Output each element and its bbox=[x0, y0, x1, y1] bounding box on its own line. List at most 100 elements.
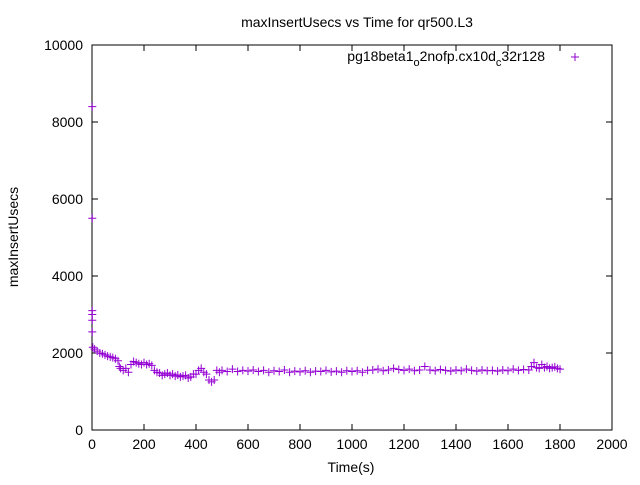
data-point bbox=[301, 366, 310, 375]
data-point bbox=[530, 358, 538, 367]
data-point bbox=[467, 366, 476, 375]
data-point bbox=[556, 365, 564, 374]
data-point bbox=[147, 361, 156, 370]
x-tick-label: 600 bbox=[236, 436, 260, 452]
data-point bbox=[88, 214, 97, 223]
x-tick-label: 0 bbox=[88, 436, 96, 452]
data-point bbox=[322, 366, 330, 375]
data-point bbox=[358, 368, 367, 377]
data-point bbox=[415, 365, 424, 374]
data-point bbox=[290, 367, 299, 376]
legend-label: pg18beta1o2nofp.cx10dc32r128 bbox=[347, 48, 545, 69]
data-point bbox=[218, 366, 226, 375]
series-points bbox=[88, 102, 564, 386]
data-point bbox=[384, 365, 393, 374]
data-point bbox=[296, 367, 304, 376]
y-tick-label: 4000 bbox=[52, 268, 83, 284]
data-point bbox=[446, 367, 455, 376]
data-point bbox=[514, 366, 523, 375]
data-point bbox=[285, 368, 294, 377]
data-point bbox=[270, 366, 278, 375]
data-point bbox=[332, 367, 341, 376]
data-point bbox=[426, 365, 434, 374]
data-point bbox=[441, 366, 450, 375]
legend-label-part: 2nofp.cx10d bbox=[420, 48, 496, 64]
legend-marker-symbol bbox=[571, 53, 579, 61]
data-point bbox=[88, 316, 97, 325]
data-point bbox=[457, 366, 466, 375]
y-tick-label: 0 bbox=[75, 422, 83, 438]
x-tick-label: 1400 bbox=[440, 436, 471, 452]
data-point bbox=[400, 366, 408, 375]
data-point bbox=[327, 367, 336, 376]
data-point bbox=[233, 367, 242, 376]
data-point bbox=[405, 365, 414, 374]
data-point bbox=[228, 365, 237, 374]
data-point bbox=[88, 327, 97, 336]
x-axis-label: Time(s) bbox=[328, 459, 375, 475]
x-tick-label: 1800 bbox=[544, 436, 575, 452]
data-point bbox=[478, 365, 486, 374]
data-point bbox=[202, 370, 211, 379]
legend-label-subscript: c bbox=[496, 57, 502, 69]
y-axis-label: maxInsertUsecs bbox=[5, 187, 21, 287]
data-point bbox=[493, 367, 502, 376]
data-point bbox=[472, 367, 481, 376]
data-point bbox=[249, 365, 258, 374]
data-point bbox=[124, 368, 133, 377]
legend-label-part: 32r128 bbox=[501, 48, 545, 64]
x-tick-label: 1200 bbox=[388, 436, 419, 452]
x-tick-label: 200 bbox=[132, 436, 156, 452]
data-point bbox=[88, 343, 97, 352]
x-tick-label: 1000 bbox=[336, 436, 367, 452]
y-tick-label: 10000 bbox=[44, 37, 83, 53]
data-point bbox=[244, 367, 252, 376]
data-point bbox=[368, 365, 377, 374]
data-point bbox=[280, 365, 289, 374]
x-axis: 0 200 400 600 800 1000 1200 1400 1600 1800 2000 bbox=[88, 45, 628, 452]
data-point bbox=[210, 375, 219, 384]
data-point bbox=[223, 367, 232, 376]
legend-label-subscript: o bbox=[413, 57, 419, 69]
legend-label-part: pg18beta1 bbox=[347, 48, 413, 64]
y-tick-label: 6000 bbox=[52, 191, 83, 207]
y-axis: 0 2000 4000 6000 8000 10000 bbox=[44, 37, 612, 438]
data-point bbox=[353, 366, 362, 375]
data-point bbox=[88, 102, 97, 111]
data-point bbox=[342, 366, 351, 375]
data-point bbox=[254, 367, 263, 376]
data-point bbox=[348, 367, 356, 376]
data-point bbox=[389, 364, 398, 373]
legend: pg18beta1o2nofp.cx10dc32r128 bbox=[347, 48, 579, 69]
data-point bbox=[504, 366, 512, 375]
data-point bbox=[114, 356, 122, 365]
x-tick-label: 800 bbox=[288, 436, 312, 452]
data-point bbox=[436, 365, 445, 374]
x-tick-label: 400 bbox=[184, 436, 208, 452]
data-point bbox=[316, 367, 325, 376]
data-point bbox=[379, 366, 388, 375]
data-point bbox=[394, 365, 403, 374]
y-tick-label: 8000 bbox=[52, 114, 83, 130]
data-point bbox=[238, 366, 247, 375]
data-point bbox=[264, 368, 273, 377]
data-point bbox=[259, 366, 268, 375]
data-point bbox=[337, 368, 346, 377]
data-point bbox=[498, 365, 507, 374]
data-point bbox=[115, 362, 124, 371]
data-point bbox=[374, 365, 382, 374]
data-point bbox=[420, 362, 429, 371]
data-point bbox=[410, 366, 419, 375]
x-tick-label: 2000 bbox=[596, 436, 627, 452]
data-point bbox=[275, 367, 284, 376]
data-point bbox=[488, 366, 497, 375]
data-point bbox=[452, 365, 460, 374]
x-tick-label: 1600 bbox=[492, 436, 523, 452]
y-tick-label: 2000 bbox=[52, 345, 83, 361]
data-point bbox=[509, 365, 518, 374]
data-point bbox=[431, 366, 440, 375]
legend-marker bbox=[571, 53, 579, 61]
